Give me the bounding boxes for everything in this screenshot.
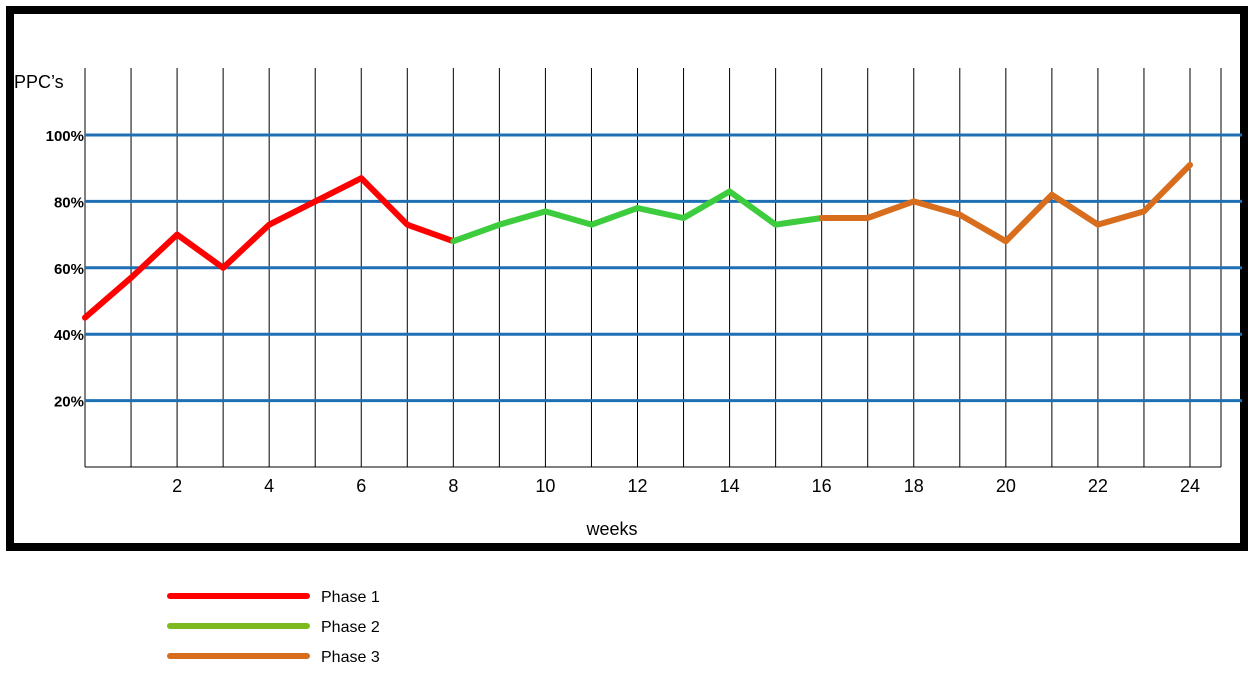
x-tick-label: 4 — [264, 476, 274, 496]
x-tick-label: 14 — [720, 476, 740, 496]
data-point-phase-3 — [956, 211, 963, 218]
data-point-phase-1 — [220, 265, 226, 271]
y-tick-label: 20% — [54, 394, 84, 411]
data-point-phase-2 — [726, 188, 733, 195]
x-tick-label: 10 — [535, 476, 555, 496]
x-tick-label: 8 — [448, 476, 458, 496]
data-point-phase-2 — [588, 221, 595, 228]
data-point-phase-3 — [1003, 238, 1009, 245]
data-point-phase-2 — [450, 238, 457, 245]
x-tick-label: 16 — [812, 476, 832, 496]
data-point-phase-3 — [1187, 162, 1193, 168]
chart-frame — [6, 6, 1248, 551]
data-point-phase-1 — [404, 221, 411, 228]
data-point-phase-1 — [312, 198, 319, 205]
data-point-phase-3 — [1141, 208, 1147, 215]
series-layer — [82, 161, 1193, 321]
y-tick-label: 100% — [46, 128, 84, 145]
x-tick-label: 22 — [1088, 476, 1108, 496]
data-point-phase-3 — [1049, 191, 1055, 198]
data-point-phase-3 — [910, 198, 917, 205]
x-tick-label: 24 — [1180, 476, 1200, 496]
x-tick-label: 6 — [356, 476, 366, 496]
data-point-phase-1 — [82, 314, 88, 321]
data-point-phase-3 — [1095, 221, 1101, 228]
x-tick-label: 20 — [996, 476, 1016, 496]
x-tick-label: 18 — [904, 476, 924, 496]
data-point-phase-2 — [496, 221, 503, 228]
y-tick-label: 80% — [54, 194, 84, 211]
y-axis-title: PPC’s — [14, 72, 64, 92]
y-tick-label: 40% — [54, 327, 84, 344]
data-point-phase-1 — [174, 231, 180, 238]
grid-layer — [84, 68, 1242, 468]
y-tick-label: 60% — [54, 261, 84, 278]
x-tick-label: 12 — [627, 476, 647, 496]
data-point-phase-2 — [680, 215, 687, 221]
data-point-phase-2 — [772, 221, 779, 228]
legend-label-phase-3: Phase 3 — [321, 649, 380, 666]
data-point-phase-1 — [358, 175, 365, 181]
data-point-phase-1 — [128, 274, 134, 281]
axis-layer: PPC’s weeks 20%40%60%80%100%2 4 6 8 10 12 14 16… — [14, 72, 1200, 539]
data-point-phase-2 — [542, 208, 549, 215]
data-point-phase-3 — [818, 215, 825, 221]
legend: Phase 1 Phase 2 Phase 3 — [167, 589, 380, 666]
data-point-phase-2 — [634, 205, 641, 211]
x-tick-label: 2 — [172, 476, 182, 496]
x-axis-title: weeks — [585, 519, 637, 539]
legend-label-phase-1: Phase 1 — [321, 589, 380, 606]
data-point-phase-1 — [266, 221, 272, 228]
data-point-phase-3 — [864, 215, 871, 221]
legend-label-phase-2: Phase 2 — [321, 619, 380, 636]
